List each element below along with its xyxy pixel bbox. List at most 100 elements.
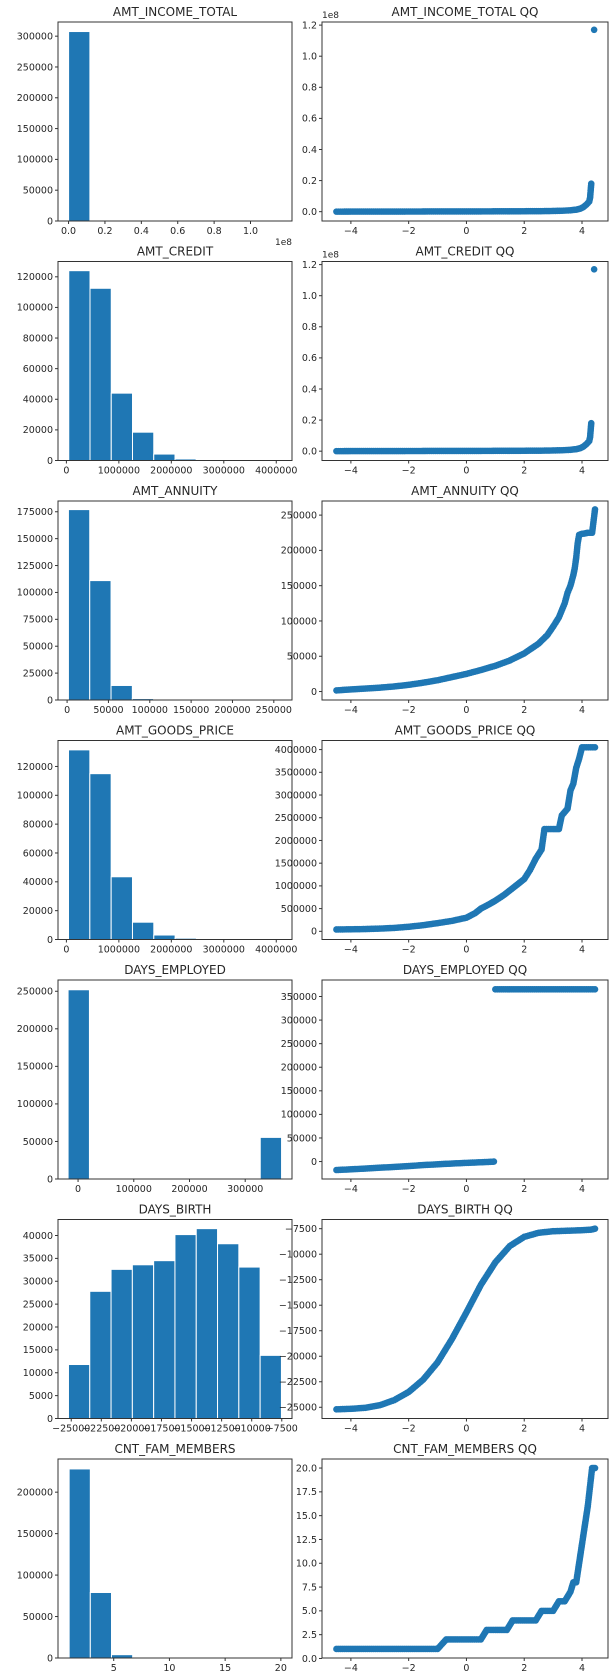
y-tick-label: 300000 bbox=[17, 31, 53, 42]
y-tick-label: 150000 bbox=[17, 124, 53, 135]
y-tick-label: 150000 bbox=[281, 581, 317, 592]
qq-points bbox=[333, 1464, 599, 1653]
histogram-bar bbox=[110, 684, 133, 701]
histogram-bar bbox=[259, 1136, 283, 1180]
histogram-bar bbox=[174, 1234, 197, 1419]
x-tick-label: −7500 bbox=[266, 1424, 298, 1435]
y-tick-label: 50000 bbox=[287, 1133, 317, 1144]
y-tick-label: 0.0 bbox=[302, 1654, 317, 1665]
x-tick-label: 2000000 bbox=[150, 466, 192, 477]
x-tick-label: −20000 bbox=[112, 1424, 150, 1435]
y-tick-label: 2000000 bbox=[275, 836, 317, 847]
x-tick-label: −4 bbox=[344, 1184, 358, 1195]
y-tick-label: 2500000 bbox=[275, 813, 317, 824]
y-tick-label: 0 bbox=[311, 1157, 317, 1168]
x-tick-label: −12500 bbox=[203, 1424, 241, 1435]
x-tick-label: 150000 bbox=[173, 705, 209, 716]
x-tick-label: 4000000 bbox=[255, 466, 297, 477]
y-tick-label: 1.0 bbox=[302, 291, 317, 302]
qq-point bbox=[591, 1225, 599, 1232]
x-tick-label: −2 bbox=[402, 945, 416, 956]
x-tick-label: 2 bbox=[521, 1184, 527, 1195]
axes-frame bbox=[321, 1458, 609, 1659]
y-tick-label: 0.6 bbox=[302, 114, 317, 125]
y-tick-label: 0.8 bbox=[302, 322, 317, 333]
x-tick-label: 250000 bbox=[256, 705, 292, 716]
axes-frame bbox=[321, 500, 609, 701]
x-tick-label: 2000000 bbox=[150, 945, 192, 956]
y-tick-label: 0 bbox=[47, 695, 53, 706]
x-tick-label: 4 bbox=[579, 945, 585, 956]
y-tick-label: −10000 bbox=[279, 1249, 317, 1260]
x-axis-offset: 1e8 bbox=[275, 238, 292, 248]
y-tick-label: 15.0 bbox=[296, 1511, 317, 1522]
y-tick-label: 0 bbox=[47, 216, 53, 227]
chart-title: AMT_GOODS_PRICE QQ bbox=[395, 724, 536, 738]
y-tick-label: 50000 bbox=[287, 652, 317, 663]
histogram-bar bbox=[195, 1228, 219, 1419]
amt-annuity-chart: AMT_ANNUITY 0 50000 100000 150000 200000 25000… bbox=[17, 484, 293, 716]
y-tick-label: −25000 bbox=[279, 1403, 317, 1414]
y-tick-label: 100000 bbox=[17, 791, 53, 802]
days-employed-chart: DAYS_EMPLOYED 0 100000 200000 300000 0 50000 10… bbox=[17, 963, 293, 1195]
x-tick-label: 100000 bbox=[116, 1184, 152, 1195]
y-tick-label: 1.0 bbox=[302, 52, 317, 63]
y-tick-label: 0.0 bbox=[302, 446, 317, 457]
histogram-bar bbox=[68, 749, 91, 940]
x-tick-label: 0 bbox=[75, 1184, 81, 1195]
x-tick-label: 1000000 bbox=[98, 945, 140, 956]
y-tick-label: 150000 bbox=[17, 534, 53, 545]
x-tick-label: −10000 bbox=[233, 1424, 271, 1435]
y-tick-label: 150000 bbox=[281, 1086, 317, 1097]
x-tick-label: −2 bbox=[402, 226, 416, 237]
x-tick-label: 20 bbox=[275, 1663, 287, 1674]
histogram-bar bbox=[132, 431, 155, 461]
x-tick-label: 0 bbox=[64, 705, 70, 716]
amt-annuity-qq-chart: AMT_ANNUITY QQ −4 −2 0 2 4 0 50000 100000 150000 2… bbox=[281, 484, 609, 716]
y-tick-label: 100000 bbox=[17, 303, 53, 314]
y-tick-label: 200000 bbox=[281, 1063, 317, 1074]
qq-points bbox=[333, 986, 599, 1174]
histogram-bar bbox=[68, 1468, 91, 1659]
y-tick-label: 175000 bbox=[17, 507, 53, 518]
qq-point bbox=[587, 419, 595, 427]
histogram-bar bbox=[89, 1290, 112, 1420]
qq-points bbox=[333, 265, 598, 455]
y-tick-label: 0.6 bbox=[302, 353, 317, 364]
y-tick-label: 5000 bbox=[29, 1391, 53, 1402]
x-tick-label: 0 bbox=[63, 945, 69, 956]
y-tick-label: 150000 bbox=[17, 1529, 53, 1540]
qq-points bbox=[333, 1225, 599, 1413]
x-tick-label: 0.4 bbox=[134, 226, 149, 237]
y-tick-label: 4000000 bbox=[275, 745, 317, 756]
y-tick-label: 20000 bbox=[23, 906, 53, 917]
amt-credit-qq-chart: AMT_CREDIT QQ −4 −2 0 2 4 0.0 0.2 0.4 0.6 0.8 1.0 1.… bbox=[302, 245, 609, 477]
axes-frame bbox=[321, 1219, 609, 1419]
axes-frame bbox=[57, 1458, 293, 1659]
x-tick-label: 300000 bbox=[227, 1184, 263, 1195]
histogram-bar bbox=[153, 934, 176, 941]
y-axis-offset: 1e8 bbox=[322, 11, 339, 21]
axes-frame bbox=[57, 979, 293, 1180]
x-tick-label: 0 bbox=[463, 466, 469, 477]
x-tick-label: −2 bbox=[402, 705, 416, 716]
y-tick-label: 0 bbox=[311, 687, 317, 698]
x-tick-label: 0 bbox=[463, 1663, 469, 1674]
histogram-bar bbox=[89, 580, 112, 701]
histogram-bar bbox=[110, 392, 134, 461]
qq-points bbox=[333, 744, 599, 933]
qq-point bbox=[591, 1464, 599, 1472]
histogram-bar bbox=[131, 921, 155, 941]
qq-point bbox=[591, 986, 599, 993]
axes-frame bbox=[57, 740, 293, 940]
y-tick-label: 0.0 bbox=[302, 207, 317, 218]
x-tick-label: 0.6 bbox=[170, 226, 185, 237]
x-tick-label: 0 bbox=[463, 1424, 469, 1435]
y-tick-label: 100000 bbox=[17, 1570, 53, 1581]
x-tick-label: 0 bbox=[463, 1184, 469, 1195]
axes-frame bbox=[321, 740, 609, 940]
y-tick-label: 120000 bbox=[17, 762, 53, 773]
y-tick-label: 250000 bbox=[281, 510, 317, 521]
x-tick-label: 1.0 bbox=[243, 226, 258, 237]
